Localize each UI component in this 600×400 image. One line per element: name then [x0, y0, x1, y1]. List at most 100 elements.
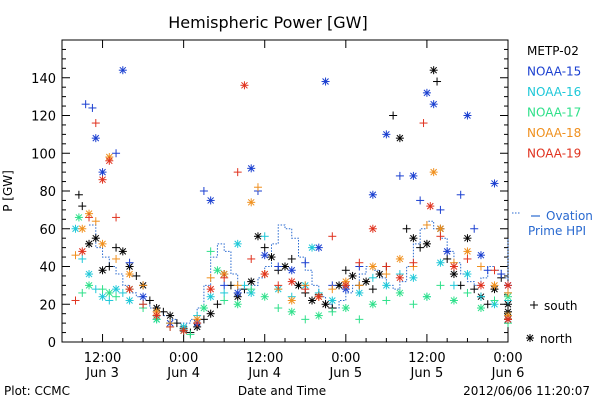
point-noaa-17-north	[74, 213, 83, 222]
point-noaa-16-north	[206, 292, 215, 301]
point-noaa-18-south	[328, 285, 337, 294]
point-noaa-17-south	[274, 304, 283, 313]
legend-noaa-15: NOAA-15	[527, 65, 581, 79]
footer-timestamp: 2012/06/06 11:20:07	[463, 384, 590, 398]
point-noaa-15-north	[443, 247, 452, 256]
legend-north-label: north	[540, 332, 572, 346]
point-noaa-16-north	[463, 270, 472, 279]
x-axis-label: Date and Time	[238, 384, 326, 398]
point-noaa-15-south	[470, 224, 479, 233]
point-noaa-16-north	[382, 281, 391, 290]
point-metp-02-south	[443, 254, 452, 263]
point-metp-02-north	[166, 311, 175, 320]
point-metp-02-south	[145, 296, 154, 305]
point-noaa-16-south	[368, 273, 377, 282]
point-noaa-15-north	[463, 111, 472, 120]
point-noaa-19-north	[504, 315, 512, 324]
point-noaa-15-north	[139, 292, 148, 301]
point-metp-02-north	[409, 234, 418, 243]
point-noaa-17-north	[233, 300, 242, 309]
x-tick-date-label: Jun 4	[166, 366, 200, 381]
footer-plot-source: Plot: CCMC	[4, 384, 70, 398]
point-noaa-17-south	[463, 288, 472, 297]
point-noaa-18-north	[463, 247, 472, 256]
point-noaa-15-south	[456, 190, 465, 199]
point-noaa-19-north	[125, 285, 134, 294]
point-noaa-17-north	[85, 281, 94, 290]
point-noaa-19-north	[260, 270, 269, 279]
point-noaa-18-south	[91, 217, 100, 226]
point-noaa-17-south	[490, 296, 499, 305]
y-axis: 0 20 40 60 80 100 120 140	[31, 48, 508, 351]
point-noaa-19-south	[91, 119, 100, 128]
point-metp-02-north	[206, 309, 215, 318]
point-metp-02-north	[463, 234, 472, 243]
point-metp-02-south	[368, 285, 377, 294]
legend-noaa-18: NOAA-18	[527, 126, 581, 140]
x-tick-date-label: Jun 4	[247, 366, 281, 381]
x-tick-time-label: 12:00	[84, 351, 121, 366]
point-metp-02-north	[118, 247, 127, 256]
point-metp-02-south	[159, 307, 168, 316]
point-noaa-19-south	[490, 266, 499, 275]
point-metp-02-south	[112, 243, 121, 252]
point-noaa-17-south	[98, 285, 107, 294]
point-noaa-17-north	[449, 296, 458, 305]
point-noaa-19-north	[368, 224, 377, 233]
point-noaa-15-north	[429, 100, 438, 109]
point-noaa-19-south	[233, 168, 242, 177]
point-noaa-18-north	[395, 254, 404, 263]
point-noaa-19-north	[206, 285, 215, 294]
x-tick-date-label: Jun 3	[85, 366, 119, 381]
y-tick-label: 140	[31, 72, 56, 87]
point-noaa-17-south	[409, 300, 418, 309]
point-metp-02-south	[402, 224, 411, 233]
point-metp-02-south	[172, 319, 181, 328]
point-noaa-19-north	[314, 292, 323, 301]
point-noaa-15-north	[368, 190, 377, 199]
x-tick-time-label: 0:00	[493, 351, 522, 366]
point-noaa-15-south	[88, 103, 97, 112]
point-metp-02-north	[91, 234, 100, 243]
legend-noaa-19: NOAA-19	[527, 147, 581, 161]
point-noaa-15-north	[98, 168, 107, 177]
point-noaa-17-north	[368, 300, 377, 309]
point-noaa-15-north	[233, 288, 242, 297]
point-noaa-19-south	[71, 296, 80, 305]
point-noaa-17-south	[355, 315, 364, 324]
point-noaa-19-south	[463, 254, 472, 263]
legend-ovation-label-2: Prime HPI	[528, 224, 586, 238]
point-noaa-16-north	[98, 292, 107, 301]
point-noaa-18-south	[253, 183, 262, 192]
point-noaa-18-north	[490, 281, 499, 290]
point-metp-02-south	[105, 262, 114, 271]
point-noaa-15-north	[422, 88, 431, 97]
point-noaa-19-north	[476, 281, 485, 290]
y-tick-label: 40	[39, 261, 56, 276]
point-noaa-19-south	[85, 213, 94, 222]
point-noaa-15-north	[287, 266, 296, 275]
point-noaa-16-south	[260, 232, 269, 241]
point-noaa-19-north	[449, 262, 458, 271]
point-noaa-18-south	[139, 281, 148, 290]
point-noaa-15-south	[483, 266, 492, 275]
point-noaa-16-north	[409, 273, 418, 282]
point-noaa-15-south	[497, 270, 506, 279]
point-noaa-17-north	[260, 292, 269, 301]
point-noaa-18-south	[112, 254, 121, 263]
point-noaa-18-north	[78, 224, 87, 233]
point-metp-02-north	[429, 66, 438, 75]
point-noaa-18-north	[436, 224, 445, 233]
point-noaa-17-north	[341, 304, 350, 313]
point-noaa-16-south	[220, 288, 229, 297]
point-noaa-17-south	[220, 296, 229, 305]
y-tick-label: 60	[39, 223, 56, 238]
point-noaa-17-south	[247, 285, 256, 294]
ovation-hpi-path	[89, 220, 509, 324]
point-metp-02-south	[226, 281, 235, 290]
point-noaa-15-north	[91, 134, 100, 143]
point-noaa-19-north	[287, 277, 296, 286]
point-noaa-17-south	[206, 247, 215, 256]
point-metp-02-south	[74, 190, 83, 199]
